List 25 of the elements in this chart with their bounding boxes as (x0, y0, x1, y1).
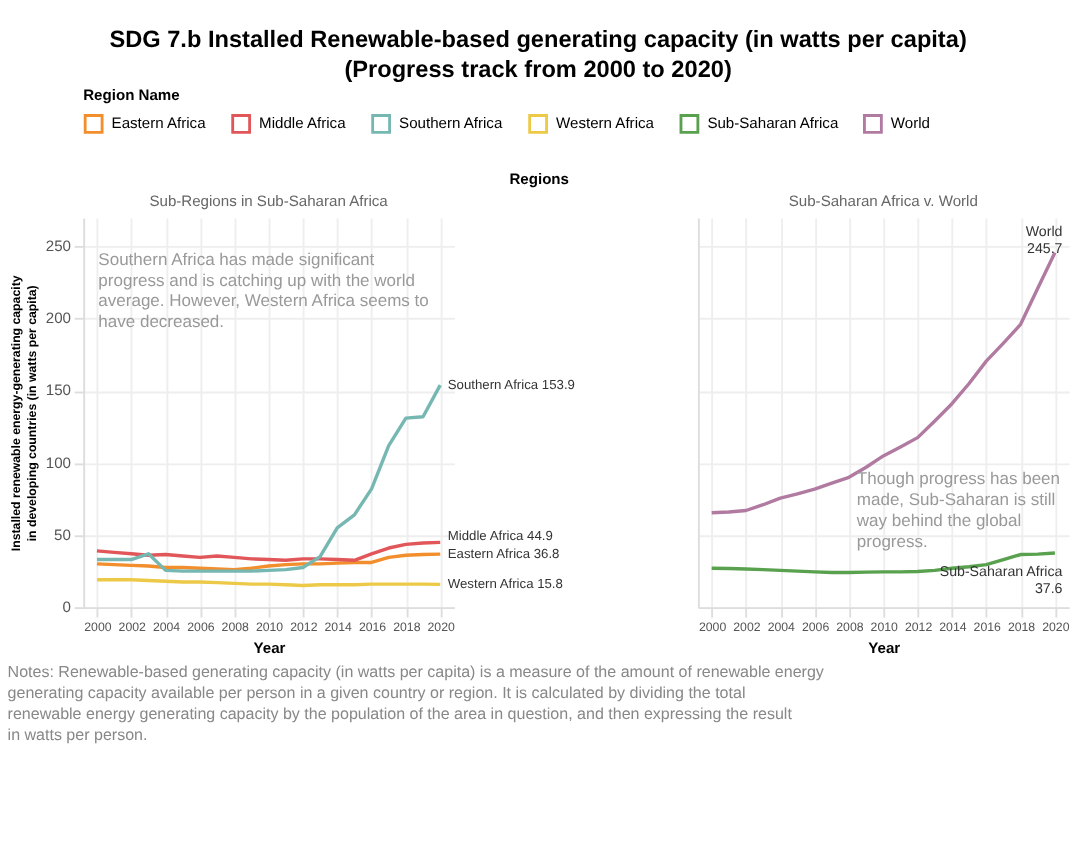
line-series (95, 383, 442, 573)
legend-label: Middle Africa (259, 113, 348, 132)
legend-title: Region Name (83, 86, 180, 105)
line-series (95, 540, 442, 562)
legend-label: Sub-Saharan Africa (707, 113, 840, 132)
y-tick-label: 50 (54, 525, 71, 544)
text: Sub-Regions in Sub-Saharan Africa (149, 192, 390, 211)
y-tick-label: 250 (45, 237, 71, 256)
text: Regions (509, 169, 569, 188)
y-tick-label: 100 (45, 453, 71, 472)
text: SDG 7.b Installed Renewable-based generating capacity (in watts per capita) (109, 25, 967, 54)
annotation: Though progress has been made, Sub-Saharan is still way behind the global progress. (854, 468, 1061, 551)
text: Sub-Saharan Africa v. World (788, 192, 978, 211)
y-tick-label: 0 (62, 597, 71, 616)
x-axis-title: Year (868, 638, 901, 657)
annotation: Southern Africa has made significant progress and is catching up with the world average. However, Western Africa seems to have decreased. (98, 248, 430, 332)
y-tick-label: 200 (45, 309, 71, 328)
legend-label: World (890, 113, 931, 132)
line-series (95, 552, 442, 572)
legend-label: Western Africa (556, 113, 656, 132)
legend-label: Eastern Africa (111, 113, 208, 132)
x-axis-title: Year (253, 638, 286, 657)
text: (Progress track from 2000 to 2020) (344, 54, 732, 83)
y-tick-label: 150 (45, 381, 71, 400)
legend-label: Southern Africa (399, 113, 504, 132)
